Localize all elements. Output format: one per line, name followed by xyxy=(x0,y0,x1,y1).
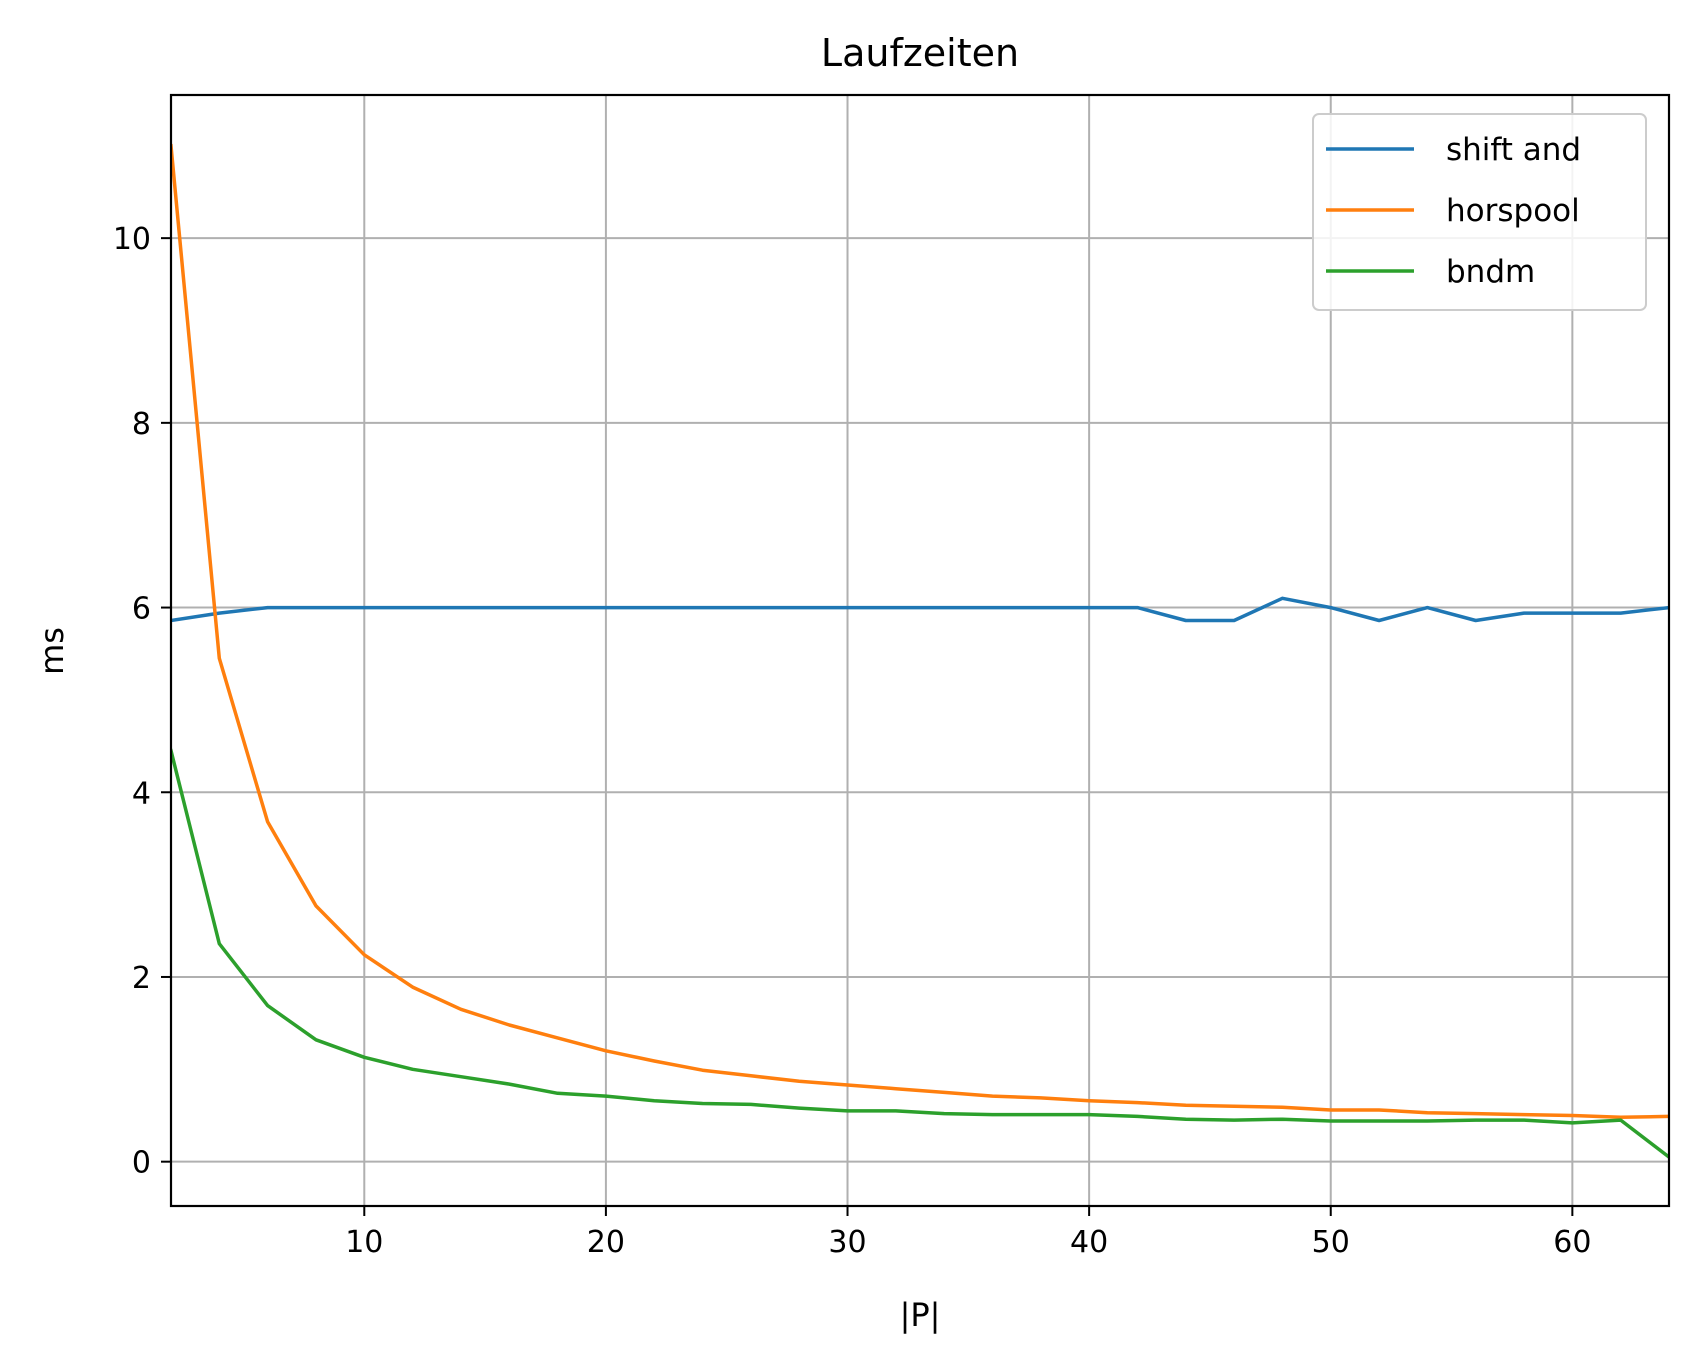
x-axis-label: |P| xyxy=(900,1296,941,1334)
x-tick-label: 50 xyxy=(1312,1225,1350,1260)
x-tick-label: 40 xyxy=(1070,1225,1108,1260)
series-lines xyxy=(171,143,1669,1160)
x-tick-label: 20 xyxy=(587,1225,625,1260)
y-gridlines xyxy=(171,237,1669,1163)
x-axis-ticks: 10 20 30 40 50 60 xyxy=(345,1206,1591,1260)
legend-box xyxy=(1312,113,1647,311)
legend-label-horspool: horspool xyxy=(1446,193,1580,229)
y-tick-label: 6 xyxy=(132,592,151,627)
series-line-shift-and xyxy=(171,596,1669,623)
series-line-horspool xyxy=(171,143,1669,1120)
y-tick-label: 10 xyxy=(113,222,151,257)
y-tick-label: 0 xyxy=(132,1146,151,1181)
y-tick-label: 8 xyxy=(132,407,151,442)
x-tick-label: 60 xyxy=(1553,1225,1591,1260)
x-tick-label: 30 xyxy=(828,1225,866,1260)
plot-frame xyxy=(169,93,1671,1208)
y-tick-label: 2 xyxy=(132,961,151,996)
x-tick-label: 10 xyxy=(345,1225,383,1260)
y-axis-label: ms xyxy=(33,627,71,675)
legend-label-bndm: bndm xyxy=(1446,254,1535,290)
legend-label-shift-and: shift and xyxy=(1446,132,1581,168)
series-line-bndm xyxy=(171,748,1669,1160)
y-axis-ticks: 0 2 4 6 8 10 xyxy=(113,222,171,1181)
chart-title: Laufzeiten xyxy=(821,31,1019,75)
y-tick-label: 4 xyxy=(132,776,151,811)
legend: shift and horspool bndm xyxy=(1312,113,1647,311)
